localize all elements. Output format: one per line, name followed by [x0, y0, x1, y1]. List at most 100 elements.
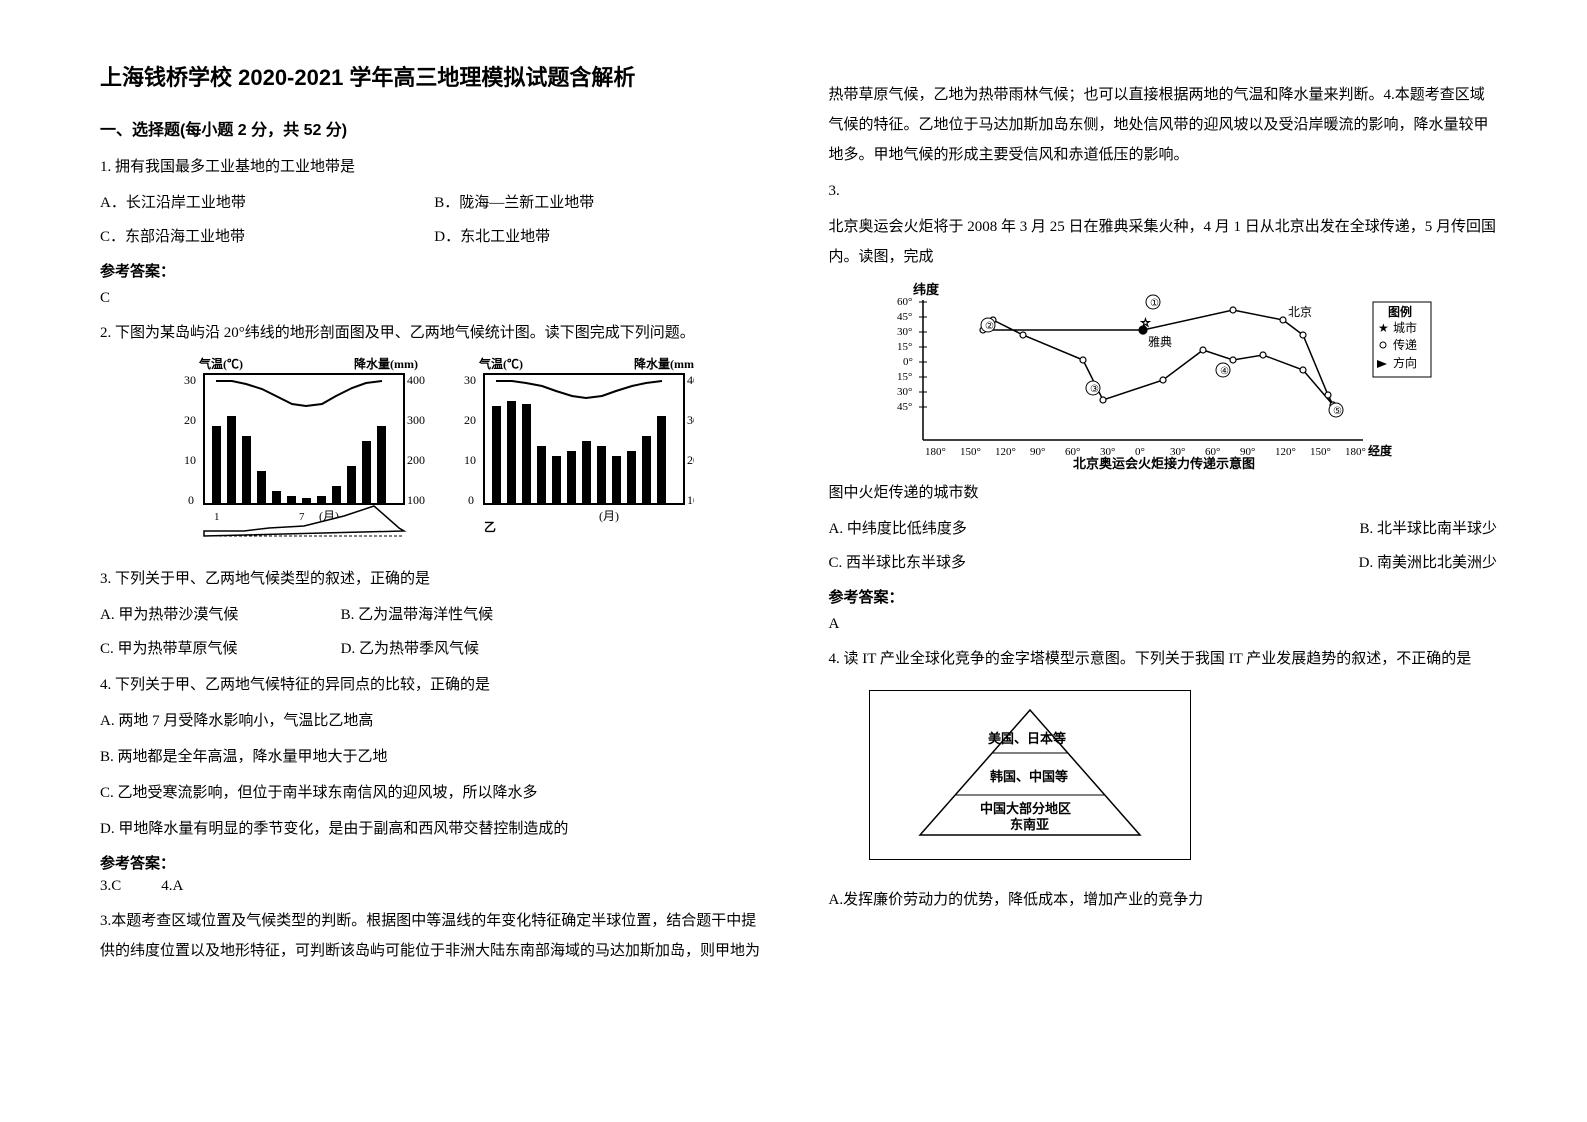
q2-sub3-opts-1: A. 甲为热带沙漠气候 B. 乙为温带海洋性气候 [100, 600, 769, 630]
svg-text:200: 200 [687, 453, 694, 467]
q2-3a: A. 甲为热带沙漠气候 [100, 600, 341, 630]
q3-num: 3. [829, 176, 1498, 206]
svg-text:180°: 180° [925, 446, 946, 458]
svg-text:15°: 15° [897, 371, 912, 383]
q4-a: A.发挥廉价劳动力的优势，降低成本，增加产业的竞争力 [829, 885, 1498, 915]
q2-3b: B. 乙为温带海洋性气候 [341, 600, 769, 630]
q3-q: 图中火炬传递的城市数 [829, 478, 1498, 508]
svg-text:400: 400 [687, 373, 694, 387]
svg-text:0°: 0° [903, 356, 913, 368]
svg-text:300: 300 [687, 413, 694, 427]
svg-text:★: ★ [1378, 321, 1389, 335]
svg-text:★: ★ [1141, 318, 1150, 329]
q2-4d: D. 甲地降水量有明显的季节变化，是由于副高和西风带交替控制造成的 [100, 814, 769, 844]
svg-text:400: 400 [407, 373, 425, 387]
q3-a: A. 中纬度比低纬度多 [829, 514, 1163, 544]
q1-opt-a: A．长江沿岸工业地带 [100, 188, 434, 218]
q3-ans-label: 参考答案： [829, 586, 1498, 607]
q1-options-2: C．东部沿海工业地带 D．东北工业地带 [100, 222, 769, 252]
svg-text:30: 30 [464, 373, 476, 387]
svg-text:30°: 30° [897, 326, 912, 338]
svg-text:45°: 45° [897, 311, 912, 323]
q3-c: C. 西半球比东半球多 [829, 548, 1163, 578]
svg-text:10: 10 [184, 453, 196, 467]
svg-text:东南亚: 东南亚 [1010, 817, 1049, 832]
svg-text:降水量(mm): 降水量(mm) [634, 356, 694, 371]
q2-sub3-stem: 3. 下列关于甲、乙两地气候类型的叙述，正确的是 [100, 564, 769, 594]
svg-text:中国大部分地区: 中国大部分地区 [980, 801, 1071, 816]
svg-text:7: 7 [299, 511, 305, 523]
svg-text:北京奥运会火炬接力传递示意图: 北京奥运会火炬接力传递示意图 [1073, 456, 1255, 470]
svg-text:0: 0 [188, 493, 194, 507]
svg-text:180°: 180° [1345, 446, 1366, 458]
q1-opt-c: C．东部沿海工业地带 [100, 222, 434, 252]
q2-sub4-stem: 4. 下列关于甲、乙两地气候特征的异同点的比较，正确的是 [100, 670, 769, 700]
svg-text:20: 20 [464, 413, 476, 427]
svg-text:②: ② [985, 321, 994, 332]
svg-text:150°: 150° [1310, 446, 1331, 458]
svg-text:美国、日本等: 美国、日本等 [988, 731, 1066, 746]
svg-text:纬度: 纬度 [913, 282, 940, 297]
q1-ans-label: 参考答案： [100, 260, 769, 281]
svg-text:15°: 15° [897, 341, 912, 353]
q3-b: B. 北半球比南半球少 [1163, 514, 1497, 544]
q1-opt-d: D．东北工业地带 [434, 222, 768, 252]
q3-ans: A [829, 611, 1498, 638]
svg-text:(月): (月) [599, 509, 619, 523]
svg-text:30: 30 [184, 373, 196, 387]
q1-ans: C [100, 285, 769, 312]
svg-text:200: 200 [407, 453, 425, 467]
svg-text:城市: 城市 [1393, 320, 1417, 335]
section-header: 一、选择题(每小题 2 分，共 52 分) [100, 116, 769, 140]
svg-text:60°: 60° [897, 296, 912, 308]
svg-text:方向: 方向 [1393, 355, 1417, 370]
q1-stem: 1. 拥有我国最多工业基地的工业地带是 [100, 152, 769, 182]
svg-text:北京: 北京 [1288, 305, 1312, 319]
svg-text:⑤: ⑤ [1333, 406, 1342, 417]
svg-text:120°: 120° [1275, 446, 1296, 458]
svg-text:150°: 150° [960, 446, 981, 458]
q2-ans3: 3.C [100, 873, 121, 900]
svg-text:45°: 45° [897, 401, 912, 413]
q2-exp3: 3.本题考查区域位置及气候类型的判断。根据图中等温线的年变化特征确定半球位置，结… [100, 906, 769, 966]
svg-text:90°: 90° [1030, 446, 1045, 458]
left-p-label: 降水量(mm) [354, 356, 418, 371]
q2-4a: A. 两地 7 月受降水影响小，气温比乙地高 [100, 706, 769, 736]
left-t-label: 气温(℃) [198, 356, 243, 371]
q2-ans-label: 参考答案： [100, 852, 769, 873]
q2-4c: C. 乙地受寒流影响，但位于南半球东南信风的迎风坡，所以降水多 [100, 778, 769, 808]
svg-text:气温(℃): 气温(℃) [478, 356, 523, 371]
svg-text:③: ③ [1090, 384, 1099, 395]
pyramid-figure: 美国、日本等 韩国、中国等 中国大部分地区 东南亚 [869, 690, 1191, 860]
svg-text:10: 10 [464, 453, 476, 467]
q3-d: D. 南美洲比北美洲少 [1163, 548, 1497, 578]
svg-text:图例: 图例 [1388, 304, 1412, 319]
q2-sub3-opts-2: C. 甲为热带草原气候 D. 乙为热带季风气候 [100, 634, 769, 664]
q2-3c: C. 甲为热带草原气候 [100, 634, 341, 664]
svg-text:300: 300 [407, 413, 425, 427]
torch-map-figure: 纬度 60° 45° 30° 15° 0° 15° 30° 45° 180° [829, 280, 1498, 470]
q4-stem: 4. 读 IT 产业全球化竞争的金字塔模型示意图。下列关于我国 IT 产业发展趋… [829, 644, 1498, 674]
svg-text:韩国、中国等: 韩国、中国等 [990, 769, 1068, 784]
q1-options: A．长江沿岸工业地带 B．陇海—兰新工业地带 [100, 188, 769, 218]
svg-text:雅典: 雅典 [1148, 334, 1172, 349]
svg-text:120°: 120° [995, 446, 1016, 458]
page-title: 上海钱桥学校 2020-2021 学年高三地理模拟试题含解析 [100, 60, 769, 92]
svg-text:④: ④ [1220, 366, 1229, 377]
climate-figure: 气温(℃) 降水量(mm) 30 20 10 0 400 300 200 100 [100, 356, 769, 556]
q1-opt-b: B．陇海—兰新工业地带 [434, 188, 768, 218]
svg-text:经度: 经度 [1368, 443, 1393, 458]
svg-text:30°: 30° [897, 386, 912, 398]
svg-text:0: 0 [468, 493, 474, 507]
q2-4b: B. 两地都是全年高温，降水量甲地大于乙地 [100, 742, 769, 772]
svg-text:乙: 乙 [484, 520, 496, 534]
q2-stem: 2. 下图为某岛屿沿 20°纬线的地形剖面图及甲、乙两地气候统计图。读下图完成下… [100, 318, 769, 348]
svg-text:1: 1 [214, 511, 220, 523]
svg-text:100: 100 [687, 493, 694, 507]
q3-opts-1: A. 中纬度比低纬度多 B. 北半球比南半球少 [829, 514, 1498, 544]
q2-exp-cont: 热带草原气候，乙地为热带雨林气候；也可以直接根据两地的气温和降水量来判断。4.本… [829, 80, 1498, 170]
q3-opts-2: C. 西半球比东半球多 D. 南美洲比北美洲少 [829, 548, 1498, 578]
q3-stem: 北京奥运会火炬将于 2008 年 3 月 25 日在雅典采集火种，4 月 1 日… [829, 212, 1498, 272]
svg-text:传递: 传递 [1393, 337, 1417, 352]
svg-text:100: 100 [407, 493, 425, 507]
